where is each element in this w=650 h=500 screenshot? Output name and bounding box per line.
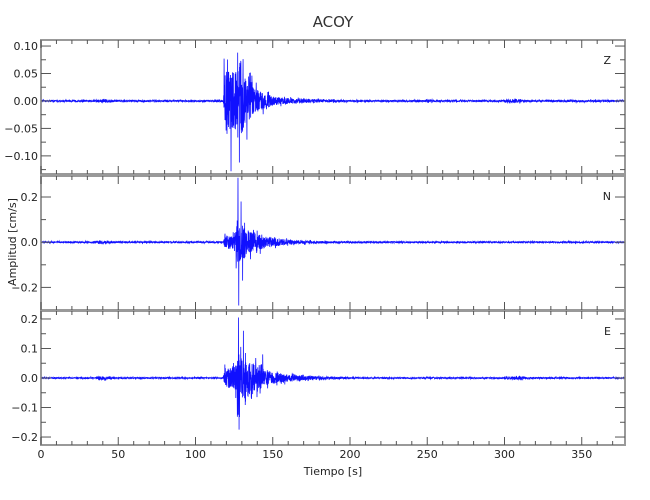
waveform-z [40,52,626,172]
y-tick-label: 0.0 [21,236,39,249]
x-tick-label: 300 [494,448,515,461]
panel-z: 0.10 0.05 0.00 −0.05 −0.10 Z [4,39,626,175]
x-tick-label: 200 [339,448,360,461]
x-tick-label: 100 [185,448,206,461]
y-tick-label: 0.00 [14,95,39,108]
x-tick-label: 350 [571,448,592,461]
panels: 0.100.050.00−0.05−0.10Z0.20.0−0.2N0.20.1… [4,39,626,461]
y-tick-label: 0.2 [21,191,39,204]
y-tick-label: 0.05 [14,68,39,81]
panel-frame [40,39,626,175]
component-label: N [603,190,611,203]
y-tick-label: 0.1 [21,342,39,355]
panel-n: 0.2 0.0 −0.2 N [11,175,626,311]
y-tick-label: 0.0 [21,372,39,385]
x-axis-label: Tiempo [s] [303,465,362,478]
component-label: E [604,325,611,338]
y-axis-label: Amplitud [cm/s] [6,198,19,286]
y-tick-label: 0.10 [14,40,39,53]
y-tick-label: 0.2 [21,313,39,326]
x-tick-label: 250 [417,448,438,461]
y-tick-label: −0.2 [11,281,38,294]
y-tick-label: −0.1 [11,402,38,415]
y-tick-label: −0.10 [4,150,38,163]
waveform-n [40,177,626,306]
x-tick-label: 150 [262,448,283,461]
panel-e: 0.2 0.1 0.0 −0.1 −0.2 E [11,310,626,446]
component-label: Z [603,54,611,67]
chart-title: ACOY [313,13,354,31]
x-tick-label: 0 [38,448,45,461]
y-tick-label: −0.05 [4,122,38,135]
y-tick-label: −0.2 [11,431,38,444]
waveform-e [40,317,626,430]
x-tick-label: 50 [111,448,125,461]
